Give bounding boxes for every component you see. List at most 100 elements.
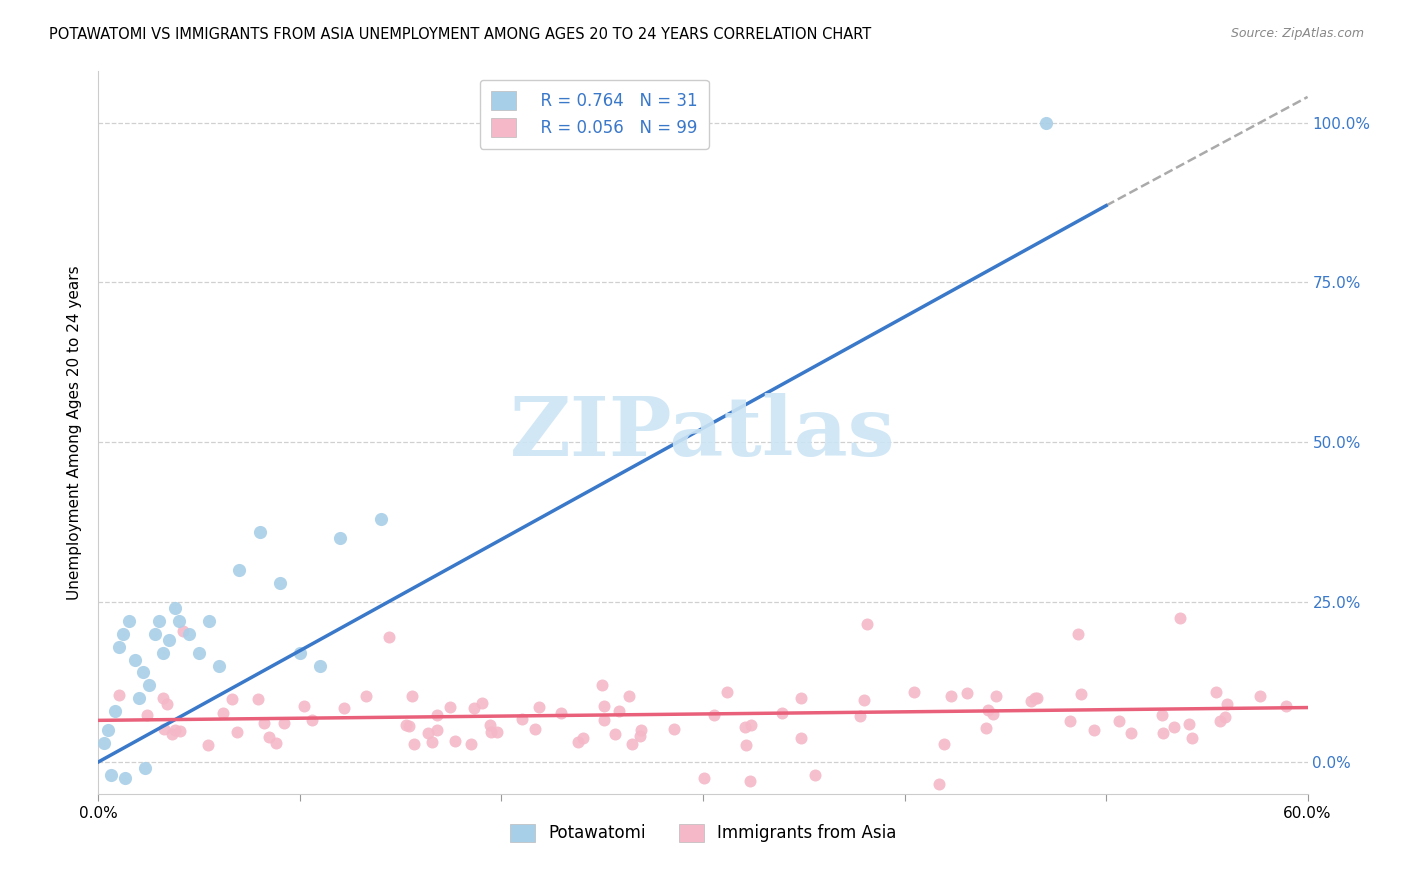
Point (617, 690, 640, 704)
Point (118, 614, 141, 628)
Point (855, 617, 877, 632)
Point (932, 737, 955, 751)
Point (527, 699, 550, 714)
Point (849, 709, 872, 723)
Point (93, 736, 115, 750)
Point (593, 699, 616, 714)
Point (426, 708, 449, 723)
Point (156, 697, 179, 711)
Point (460, 738, 482, 752)
Point (179, 627, 201, 641)
Point (734, 720, 756, 734)
Point (1213, 709, 1236, 723)
Point (167, 614, 190, 628)
Point (228, 563, 250, 577)
Point (984, 689, 1007, 703)
Point (292, 698, 315, 713)
Point (567, 735, 589, 749)
Point (479, 718, 502, 732)
Point (253, 715, 276, 730)
Point (188, 646, 211, 660)
Point (1168, 611, 1191, 625)
Point (269, 575, 291, 590)
Text: ZIPatlas: ZIPatlas (510, 392, 896, 473)
Point (301, 713, 323, 727)
Point (703, 707, 725, 722)
Point (398, 719, 420, 733)
Point (138, 678, 160, 692)
Point (152, 646, 174, 660)
Point (1275, 699, 1298, 714)
Point (974, 721, 997, 735)
Point (1216, 697, 1239, 711)
Point (956, 686, 979, 700)
Point (662, 722, 685, 736)
Point (607, 704, 630, 718)
Point (928, 777, 950, 791)
Point (226, 724, 249, 739)
Point (404, 738, 426, 752)
Point (309, 659, 332, 673)
Y-axis label: Unemployment Among Ages 20 to 24 years: Unemployment Among Ages 20 to 24 years (67, 265, 83, 600)
Point (1070, 687, 1092, 701)
Point (853, 693, 876, 707)
Point (692, 771, 714, 785)
Point (1181, 731, 1204, 745)
Point (550, 706, 572, 720)
Point (628, 729, 651, 743)
Point (471, 696, 494, 710)
Point (221, 692, 243, 706)
Point (148, 614, 170, 628)
Text: Source: ZipAtlas.com: Source: ZipAtlas.com (1230, 27, 1364, 40)
Point (273, 715, 295, 730)
Text: POTAWATOMI VS IMMIGRANTS FROM ASIA UNEMPLOYMENT AMONG AGES 20 TO 24 YEARS CORREL: POTAWATOMI VS IMMIGRANTS FROM ASIA UNEMP… (49, 27, 872, 42)
Point (173, 624, 195, 638)
Point (198, 614, 221, 628)
Point (169, 724, 191, 739)
Point (165, 723, 187, 738)
Point (420, 734, 443, 748)
Point (1025, 691, 1047, 706)
Point (134, 761, 156, 775)
Point (1067, 627, 1090, 641)
Point (401, 689, 423, 703)
Point (1249, 689, 1271, 703)
Point (804, 767, 827, 781)
Point (977, 703, 1000, 717)
Point (524, 723, 547, 737)
Point (1209, 714, 1232, 728)
Point (354, 689, 377, 703)
Point (939, 689, 962, 703)
Point (1150, 708, 1173, 723)
Point (152, 690, 174, 705)
Point (107, 640, 129, 654)
Point (789, 691, 811, 706)
Point (162, 727, 184, 741)
Point (152, 722, 174, 736)
Point (426, 723, 449, 737)
Point (1024, 690, 1046, 705)
Point (1178, 716, 1201, 731)
Point (212, 706, 235, 720)
Point (246, 691, 269, 706)
Point (395, 717, 418, 731)
Point (332, 701, 354, 715)
Point (100, 767, 122, 781)
Point (903, 685, 925, 699)
Point (620, 737, 643, 751)
Point (329, 531, 352, 545)
Point (249, 524, 271, 539)
Point (264, 736, 287, 750)
Point (486, 724, 509, 739)
Point (163, 601, 186, 615)
Point (734, 738, 756, 752)
Point (377, 630, 399, 644)
Point (136, 708, 159, 723)
Point (132, 665, 155, 680)
Point (770, 706, 793, 720)
Point (103, 704, 125, 718)
Point (128, 690, 150, 705)
Point (1119, 726, 1142, 740)
Point (605, 727, 627, 741)
Point (111, 627, 134, 641)
